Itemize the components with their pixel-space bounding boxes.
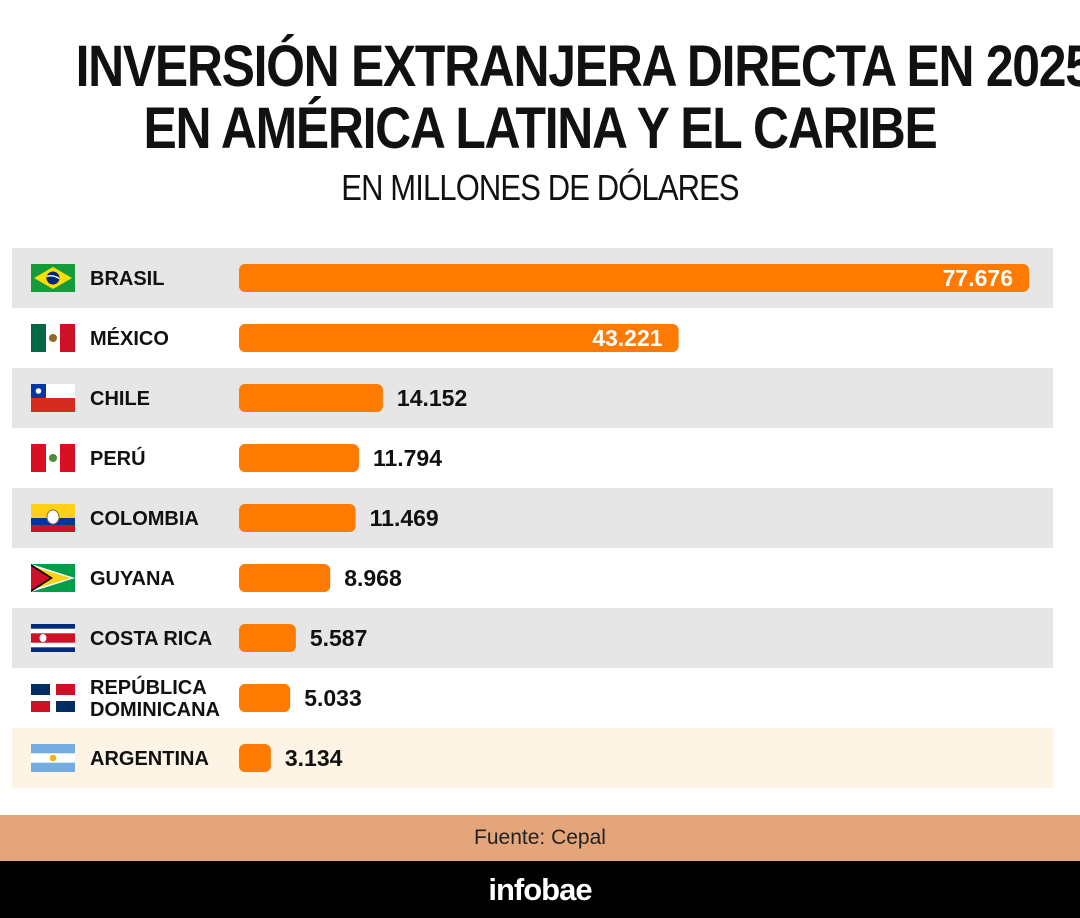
peru-flag <box>31 444 75 472</box>
row-background <box>12 608 1053 668</box>
value-label: 3.134 <box>285 745 343 771</box>
value-label: 77.676 <box>943 265 1013 291</box>
bar <box>239 264 1029 292</box>
category-label: GUYANA <box>90 568 175 590</box>
bar <box>239 384 383 412</box>
argentina-flag <box>31 744 75 772</box>
row-background <box>12 728 1053 788</box>
footer-bar: infobae <box>0 861 1080 918</box>
value-label: 5.587 <box>310 625 368 651</box>
bar <box>239 564 331 592</box>
bar-chart: BRASIL 77.676 MÉXICO 43.221 CHILE 14.152 PERÚ 1… <box>12 248 1053 788</box>
costa-rica-flag <box>31 624 75 652</box>
brazil-flag <box>31 264 75 292</box>
bar <box>239 744 271 772</box>
bar <box>239 444 359 472</box>
row-background <box>12 488 1053 548</box>
category-label: COLOMBIA <box>90 508 199 530</box>
bar <box>239 624 296 652</box>
source-text: Fuente: Cepal <box>474 826 606 849</box>
dominican-republic-flag <box>31 684 75 712</box>
category-label: REPÚBLICA DOMINICANA <box>90 675 220 721</box>
infobae-logo: infobae <box>488 871 592 907</box>
title-line-2: EN AMÉRICA LATINA Y EL CARIBE <box>143 96 937 161</box>
bar <box>239 324 679 352</box>
value-label: 11.794 <box>373 445 442 471</box>
value-label: 8.968 <box>344 565 402 591</box>
title-line-1: INVERSIÓN EXTRANJERA DIRECTA EN 2025 <box>75 34 1080 99</box>
value-label: 14.152 <box>397 385 467 411</box>
value-label: 5.033 <box>304 685 362 711</box>
category-label: COSTA RICA <box>90 628 212 650</box>
source-bar: Fuente: Cepal <box>0 815 1080 861</box>
chile-flag <box>31 384 75 412</box>
category-label: CHILE <box>90 388 150 410</box>
category-label: BRASIL <box>90 268 164 290</box>
value-label: 43.221 <box>592 325 663 351</box>
category-label: MÉXICO <box>90 327 169 350</box>
bar <box>239 504 356 532</box>
colombia-flag <box>31 504 75 532</box>
category-label: ARGENTINA <box>90 748 209 770</box>
row-background <box>12 368 1053 428</box>
chart-title: INVERSIÓN EXTRANJERA DIRECTA EN 2025 EN … <box>75 34 1080 161</box>
mexico-flag <box>31 324 75 352</box>
bar <box>239 684 291 712</box>
category-label: PERÚ <box>90 446 146 470</box>
value-label: 11.469 <box>370 505 439 531</box>
guyana-flag <box>31 564 75 592</box>
chart-subtitle: EN MILLONES DE DÓLARES <box>341 167 739 208</box>
